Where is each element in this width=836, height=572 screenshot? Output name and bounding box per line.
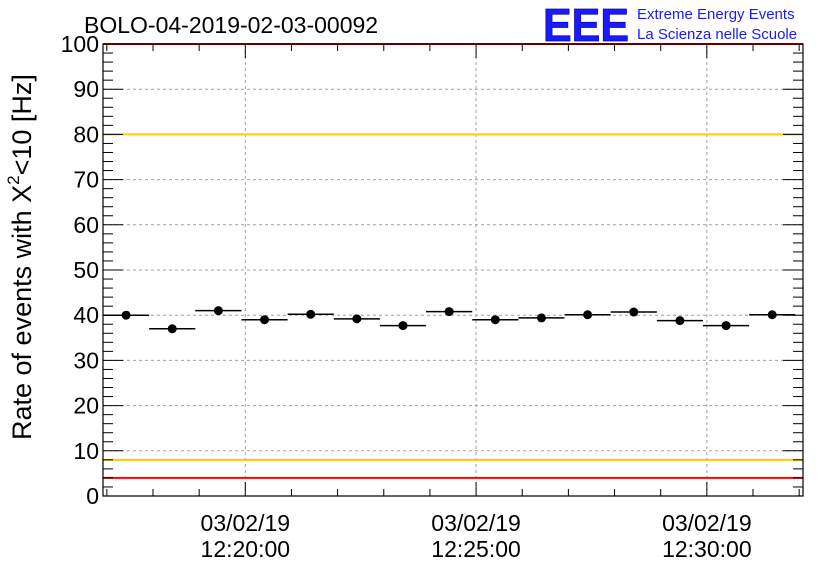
- data-point-marker: [121, 310, 131, 320]
- data-point-marker: [721, 321, 731, 331]
- y-tick-label: 50: [73, 257, 99, 283]
- y-axis-label-suffix: <10 [Hz]: [7, 74, 37, 175]
- x-tick-date-label: 03/02/19: [201, 510, 291, 536]
- data-point: [518, 313, 565, 323]
- logo-line-2: La Scienza nelle Scuole: [637, 26, 797, 43]
- data-point: [149, 324, 196, 334]
- data-point: [103, 310, 150, 320]
- data-point: [564, 310, 611, 320]
- x-tick-date-label: 03/02/19: [662, 510, 752, 536]
- data-point: [333, 314, 380, 324]
- data-point: [379, 321, 427, 331]
- y-tick-label: 80: [73, 121, 99, 147]
- data-point-marker: [675, 316, 685, 326]
- data-point-marker: [167, 324, 177, 334]
- x-tick-labels: 03/02/1912:20:0003/02/1912:25:0003/02/19…: [201, 510, 752, 562]
- eee-logo-mark: EEE: [543, 0, 629, 51]
- y-tick-label: 0: [86, 483, 99, 509]
- data-point-marker: [583, 310, 593, 320]
- y-axis-label-prefix: Rate of events with: [7, 203, 37, 440]
- data-point: [610, 307, 657, 317]
- grid: [103, 44, 803, 496]
- data-point-marker: [444, 307, 454, 317]
- plot-frame: [102, 43, 804, 497]
- data-points: [103, 306, 796, 334]
- y-tick-labels: 0 10 20 30 40 50 60 70 80 90 100: [61, 31, 99, 509]
- data-point-marker: [213, 306, 223, 316]
- data-point-marker: [490, 315, 500, 325]
- y-tick-label: 10: [73, 438, 99, 464]
- data-point-marker: [536, 313, 546, 323]
- data-point: [195, 306, 242, 316]
- y-axis-label: Rate of events with X2<10 [Hz]: [4, 74, 37, 440]
- y-tick-label: 90: [73, 76, 99, 102]
- data-point-marker: [306, 309, 316, 319]
- y-tick-label: 20: [73, 393, 99, 419]
- y-tick-label: 30: [73, 347, 99, 373]
- data-point: [287, 309, 334, 319]
- data-point-marker: [767, 310, 777, 320]
- data-point: [656, 316, 703, 326]
- y-tick-label: 40: [73, 302, 99, 328]
- data-point: [426, 307, 473, 317]
- data-point: [703, 321, 750, 331]
- logo-line-1: Extreme Energy Events: [637, 6, 795, 23]
- data-point-marker: [398, 321, 408, 331]
- data-point: [472, 315, 519, 325]
- data-point: [241, 315, 288, 325]
- y-axis-label-symbol: X: [7, 185, 37, 203]
- y-tick-label: 100: [61, 31, 99, 57]
- data-point: [749, 310, 796, 320]
- y-tick-label: 70: [73, 167, 99, 193]
- reference-lines: [103, 43, 803, 479]
- y-tick-label: 60: [73, 212, 99, 238]
- y-axis-label-superscript: 2: [4, 175, 23, 184]
- data-point-marker: [352, 314, 362, 324]
- data-point-marker: [629, 307, 639, 317]
- x-tick-time-label: 12:30:00: [662, 536, 752, 562]
- data-point-marker: [260, 315, 270, 325]
- chart-title: BOLO-04-2019-02-03-00092: [84, 12, 378, 38]
- x-tick-time-label: 12:20:00: [201, 536, 291, 562]
- x-tick-date-label: 03/02/19: [431, 510, 521, 536]
- x-tick-time-label: 12:25:00: [431, 536, 521, 562]
- eee-logo: EEE Extreme Energy Events La Scienza nel…: [543, 0, 798, 51]
